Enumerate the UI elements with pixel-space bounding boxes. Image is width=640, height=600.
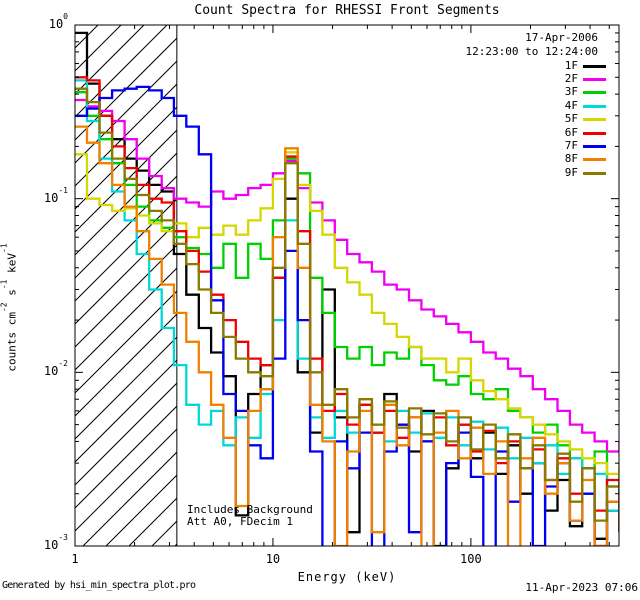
legend-label-1F: 1F (564, 58, 578, 72)
generator-credit: Generated by hsi_min_spectra_plot.pro (2, 580, 196, 591)
axes-frame (74, 24, 620, 547)
observation-date: 17-Apr-2006 (525, 31, 598, 44)
spectrum-curve-9F (75, 87, 619, 534)
legend-color-line-3F (583, 91, 606, 95)
observation-time-range: 12:23:00 to 12:24:00 (465, 45, 598, 58)
y-tick-label-1e0: 100 (48, 12, 68, 32)
page-title: Count Spectra for RHESSI Front Segments (194, 3, 500, 18)
spectrum-curve-3F (75, 91, 619, 488)
legend-label-8F: 8F (564, 152, 578, 166)
y-tick-label-1e-3: 10-3 (43, 533, 68, 553)
spectrum-curve-8F (75, 125, 619, 546)
axis-ticks (74, 24, 619, 547)
legend-label-3F: 3F (564, 85, 578, 99)
legend-row-2F: 2F (0, 72, 640, 85)
plot-annotation: Includes Background Att A0, FDecim 1 (187, 504, 313, 528)
render-timestamp: 11-Apr-2023 07:06 (525, 581, 638, 594)
legend-color-line-2F (583, 77, 606, 81)
legend-color-line-9F (583, 171, 606, 175)
spectrum-curve-4F (75, 79, 619, 512)
x-axis-title: Energy (keV) (297, 570, 397, 584)
spectrum-curve-6F (75, 76, 619, 522)
legend-label-2F: 2F (564, 71, 578, 85)
x-tick-label-1: 1 (71, 552, 79, 566)
legend-color-line-1F (583, 64, 606, 68)
legend-color-line-5F (583, 118, 606, 122)
annotation-attenuator: Att A0, FDecim 1 (187, 515, 293, 528)
y-tick-label-1e-1: 10-1 (43, 185, 68, 205)
legend-row-3F: 3F (0, 85, 640, 98)
spectrum-curve-2F (75, 98, 619, 453)
x-tick-label-10: 10 (265, 552, 281, 566)
legend-color-line-8F (583, 158, 606, 162)
legend-label-9F: 9F (564, 165, 578, 179)
legend-row-1F: 1F (0, 59, 640, 72)
legend-color-line-4F (583, 104, 606, 108)
y-tick-label-1e-2: 10-2 (43, 359, 68, 379)
spectra-curves (75, 31, 619, 546)
x-tick-label-100: 100 (460, 552, 482, 566)
legend-row-5F: 5F (0, 112, 640, 125)
legend-row-9F: 9F (0, 166, 640, 179)
y-axis-title: counts cm-2 s-1 keV-1 (0, 243, 19, 372)
legend-row-4F: 4F (0, 99, 640, 112)
legend-row-7F: 7F (0, 139, 640, 152)
legend-color-line-6F (583, 131, 606, 135)
legend-label-7F: 7F (564, 138, 578, 152)
spectrum-curve-5F (75, 151, 619, 476)
legend-row-6F: 6F (0, 126, 640, 139)
hatch-region (75, 25, 177, 546)
spectrum-curve-7F (75, 85, 619, 546)
legend-row-8F: 8F (0, 152, 640, 165)
legend-label-4F: 4F (564, 98, 578, 112)
legend-color-line-7F (583, 144, 606, 148)
annotation-background: Includes Background (187, 503, 313, 516)
legend-label-5F: 5F (564, 112, 578, 126)
legend-label-6F: 6F (564, 125, 578, 139)
